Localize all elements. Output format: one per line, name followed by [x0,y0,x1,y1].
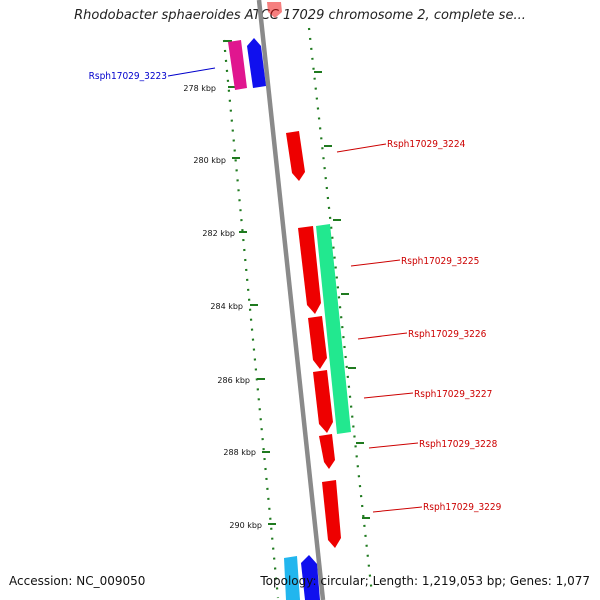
dotted-ruler-left [222,39,280,599]
kbp-label-282: 282 kbp [202,229,235,238]
kbp-labels: 278 kbp 280 kbp 282 kbp 284 kbp 286 kbp … [183,84,262,530]
kbp-label-288: 288 kbp [223,448,256,457]
gene-label-rsph17029-3223: Rsph17029_3223 [89,71,167,82]
gene-arrow-blue-bottom [301,555,320,600]
gene-arrow-cyan [284,556,300,600]
gene-arrow-top-partial [267,2,282,18]
gene-label-rsph17029-3228: Rsph17029_3228 [419,439,498,450]
kbp-label-280: 280 kbp [193,156,226,165]
accession-text: Accession: NC_009050 [9,574,146,588]
gene-label-rsph17029-3226: Rsph17029_3226 [408,329,487,340]
gene-arrow-red-3226 [308,316,327,369]
gene-arrow-magenta [228,40,247,90]
gene-label-rsph17029-3225: Rsph17029_3225 [401,256,479,267]
gene-label-rsph17029-3229: Rsph17029_3229 [423,502,502,513]
map-title: Rhodobacter sphaeroides ATCC 17029 chrom… [74,8,526,23]
tick-marks [224,40,370,525]
gene-arrow-red-3224 [286,131,305,181]
kbp-label-290: 290 kbp [229,521,262,530]
gene-label-connectors [167,67,423,513]
gene-arrow-cds-3225 [316,224,351,434]
gene-labels[interactable]: Rsph17029_3223 Rsph17029_3224 Rsph17029_… [89,71,502,513]
kbp-label-278: 278 kbp [183,84,216,93]
gene-label-rsph17029-3224: Rsph17029_3224 [387,139,466,150]
gene-arrow-red-3229 [322,480,341,548]
gene-arrows[interactable] [228,2,351,600]
kbp-label-284: 284 kbp [210,302,243,311]
gene-arrow-red-3225 [298,226,321,314]
topology-text: Topology: circular; Length: 1,219,053 bp… [260,574,590,588]
kbp-label-286: 286 kbp [217,376,250,385]
gene-arrow-red-3228 [319,434,335,469]
backbone-line [256,0,326,600]
gene-arrow-red-3227 [313,370,333,433]
gene-arrow-blue [247,38,266,88]
gene-label-rsph17029-3227: Rsph17029_3227 [414,389,492,400]
dotted-ruler-right [307,27,374,595]
